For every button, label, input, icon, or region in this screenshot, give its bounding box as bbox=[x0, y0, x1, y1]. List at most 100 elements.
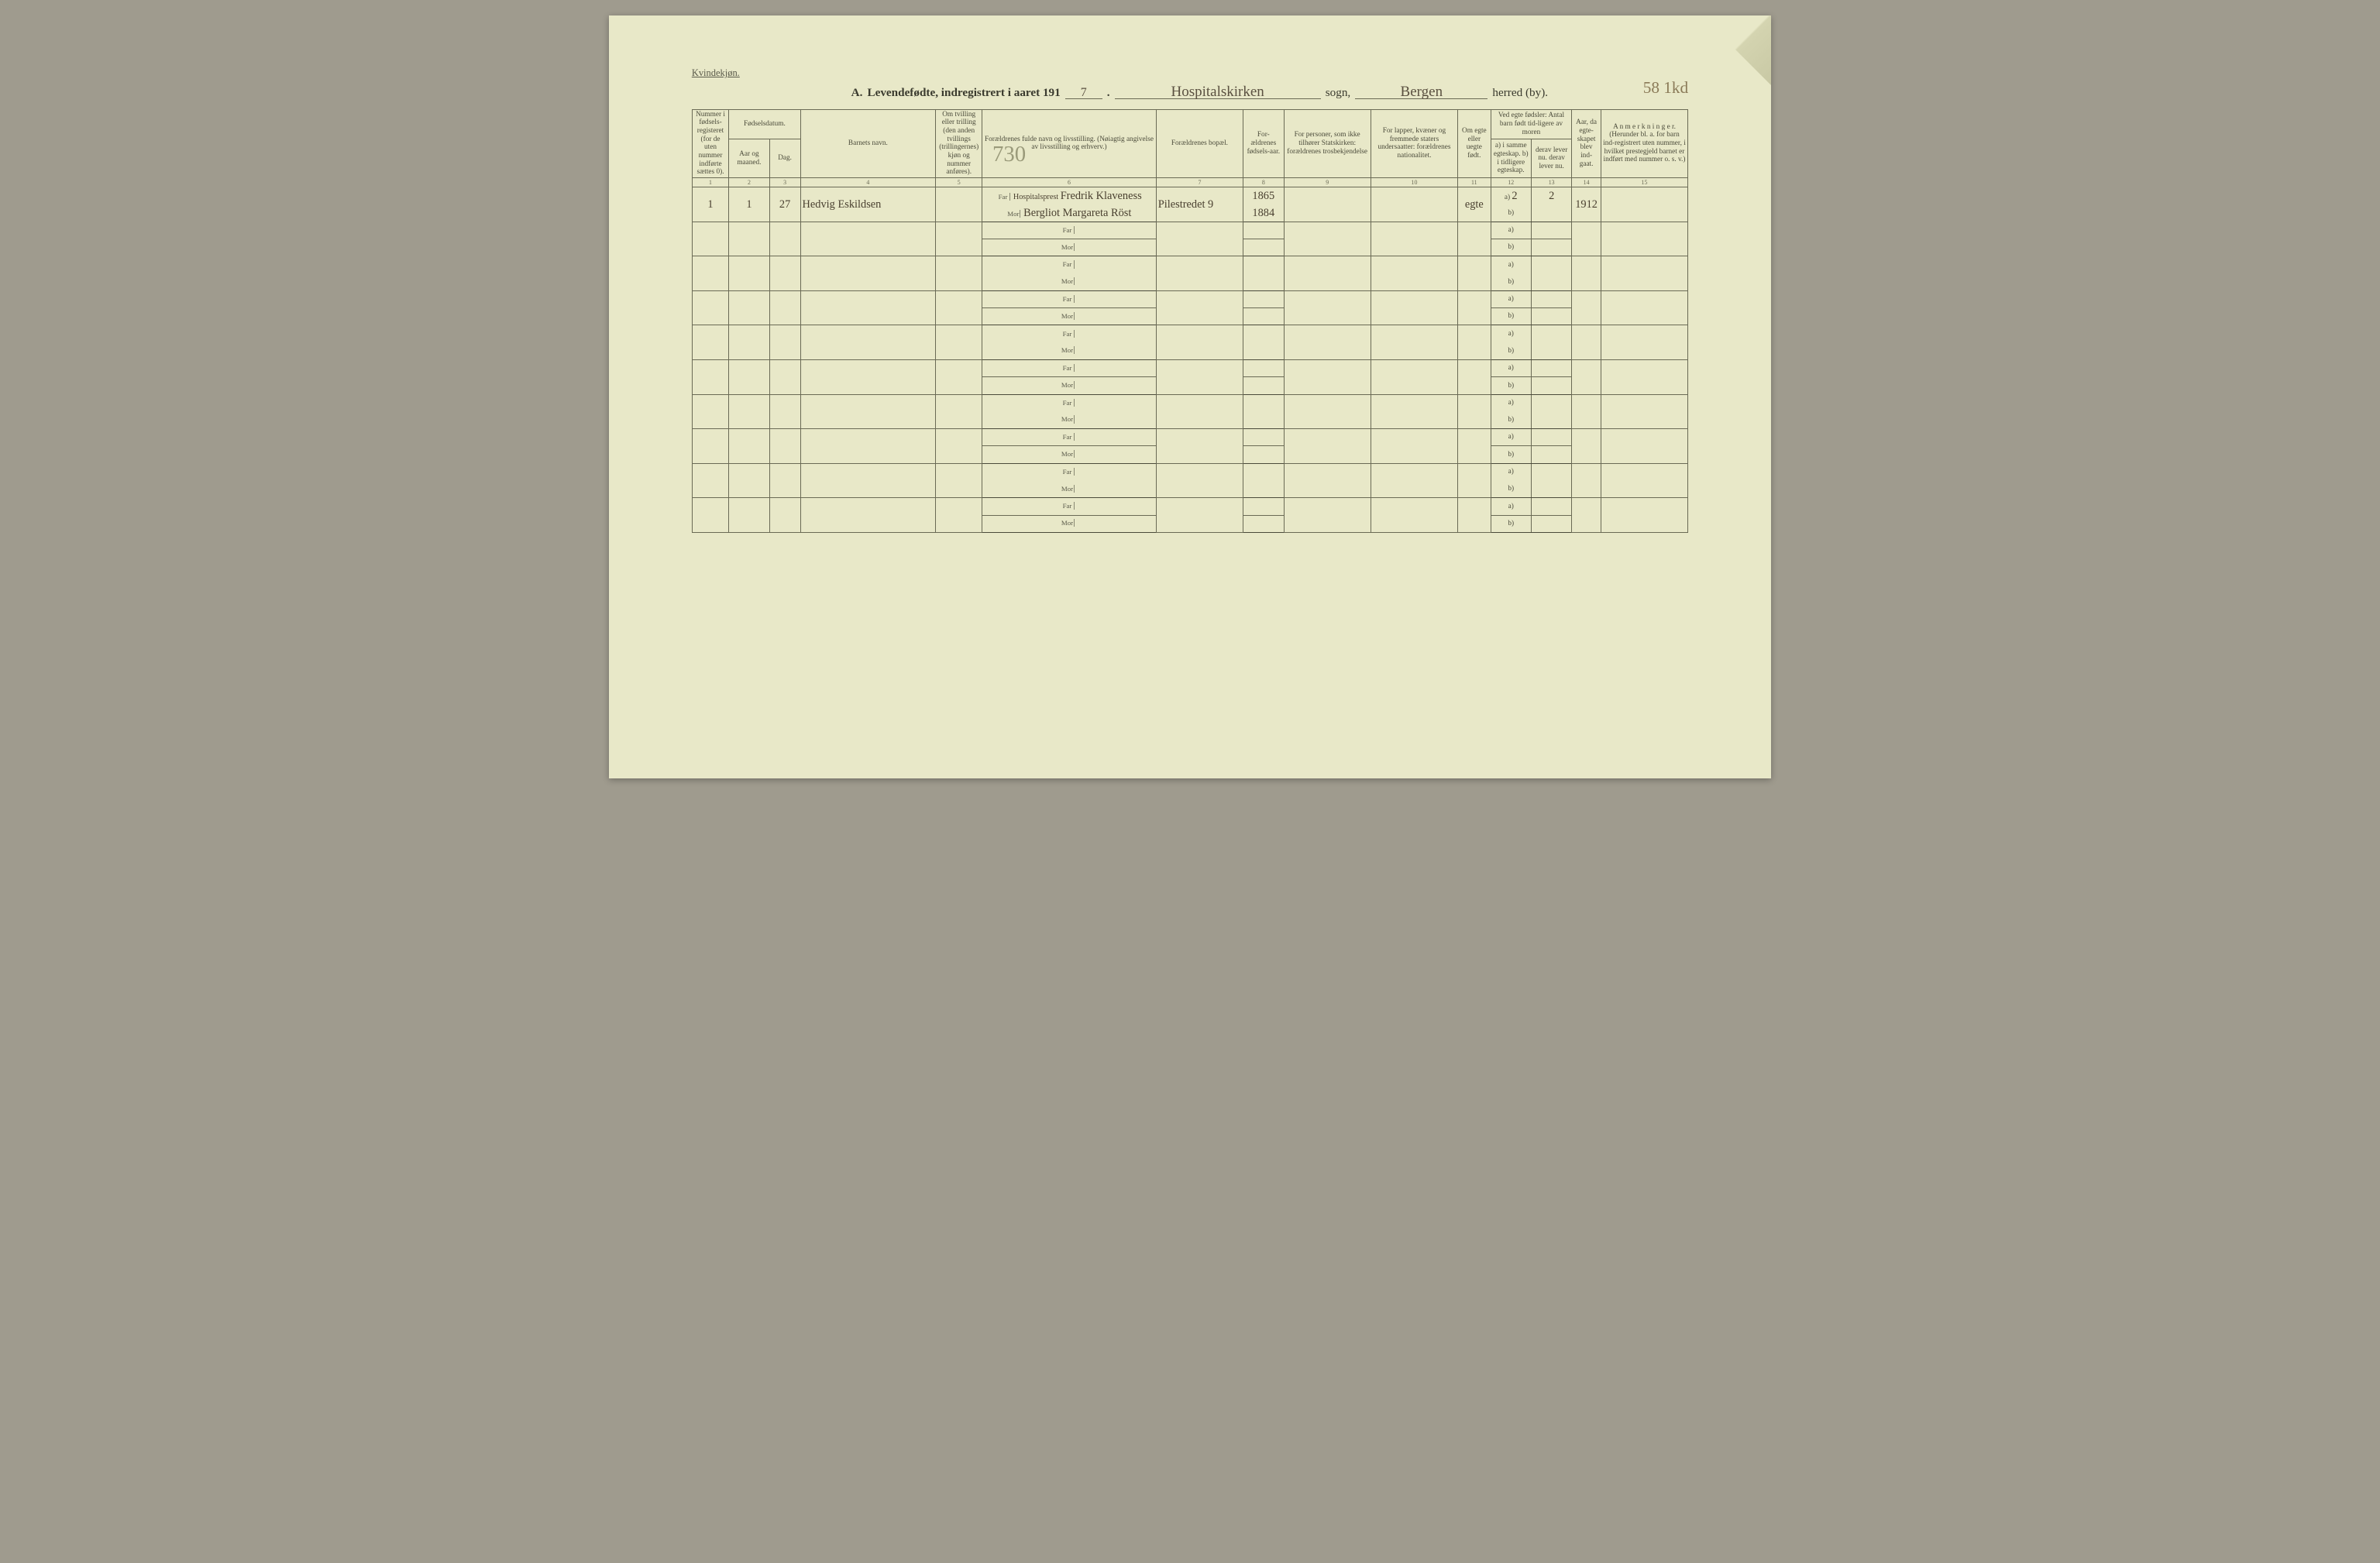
egteskap-aar-cell: 1912 bbox=[1572, 187, 1601, 222]
cell bbox=[936, 222, 982, 256]
cell bbox=[729, 222, 769, 256]
col13b-cell bbox=[1531, 342, 1571, 359]
col2-top-header: Fødselsdatum. bbox=[729, 109, 800, 139]
mor-name-cell: Mor bbox=[982, 308, 1157, 325]
cell: 1 bbox=[729, 187, 769, 222]
col13b-cell bbox=[1531, 377, 1571, 394]
cell bbox=[936, 325, 982, 360]
register-page: Kvindekjøn. A. Levendefødte, indregistre… bbox=[609, 15, 1771, 778]
col12a-cell: a) bbox=[1491, 498, 1531, 515]
egteskap-aar-cell bbox=[1572, 256, 1601, 291]
far-label: Far bbox=[1061, 226, 1075, 234]
col10-header: For lapper, kvæner og fremmede staters u… bbox=[1371, 109, 1457, 177]
egte-cell bbox=[1458, 325, 1491, 360]
mor-year-cell bbox=[1243, 342, 1284, 359]
far-year-cell bbox=[1243, 325, 1284, 342]
mor-year-cell bbox=[1243, 515, 1284, 532]
col13a-cell bbox=[1531, 256, 1571, 273]
cell bbox=[769, 498, 800, 533]
col12a-header: a) i samme egteskap. b) i tidligere egte… bbox=[1491, 139, 1531, 178]
cell bbox=[1284, 429, 1371, 464]
table-row: Fara) bbox=[692, 256, 1687, 273]
table-row: Fara) bbox=[692, 290, 1687, 307]
sogn-field: Hospitalskirken bbox=[1115, 85, 1321, 99]
colnum-12: 12 bbox=[1491, 178, 1531, 187]
cell bbox=[1284, 187, 1371, 222]
cell: Hedvig Eskildsen bbox=[800, 187, 936, 222]
mor-year-cell bbox=[1243, 239, 1284, 256]
colnum-8: 8 bbox=[1243, 178, 1284, 187]
cell bbox=[769, 360, 800, 395]
bopel-cell bbox=[1156, 394, 1243, 429]
mor-year-cell bbox=[1243, 377, 1284, 394]
mor-year-cell bbox=[1243, 446, 1284, 463]
remarks-cell bbox=[1601, 187, 1687, 222]
table-row: Fara) bbox=[692, 429, 1687, 446]
colnum-11: 11 bbox=[1458, 178, 1491, 187]
cell bbox=[1284, 463, 1371, 498]
egteskap-aar-cell bbox=[1572, 360, 1601, 395]
cell bbox=[1371, 429, 1457, 464]
col13a-cell bbox=[1531, 360, 1571, 377]
col13b-cell bbox=[1531, 204, 1571, 222]
colnum-3: 3 bbox=[769, 178, 800, 187]
cell bbox=[769, 394, 800, 429]
cell bbox=[800, 256, 936, 291]
cell bbox=[1371, 394, 1457, 429]
cell bbox=[692, 290, 728, 325]
col13b-cell bbox=[1531, 273, 1571, 290]
col12b-cell: b) bbox=[1491, 481, 1531, 498]
table-row: Fara) bbox=[692, 394, 1687, 411]
remarks-cell bbox=[1601, 429, 1687, 464]
col12a-cell: a) bbox=[1491, 222, 1531, 239]
far-year-cell bbox=[1243, 498, 1284, 515]
mor-name-cell: Mor bbox=[982, 446, 1157, 463]
mor-label: Mor bbox=[1061, 346, 1075, 354]
mor-year-cell bbox=[1243, 308, 1284, 325]
herred-label: herred (by). bbox=[1492, 86, 1548, 100]
far-name-cell: Far bbox=[982, 463, 1157, 480]
far-name-cell: FarHospitalsprest Fredrik Klaveness bbox=[982, 187, 1157, 204]
cell bbox=[800, 463, 936, 498]
colnum-14: 14 bbox=[1572, 178, 1601, 187]
cell bbox=[729, 360, 769, 395]
table-body: 1127Hedvig EskildsenFarHospitalsprest Fr… bbox=[692, 187, 1687, 533]
col12b-cell: b) bbox=[1491, 411, 1531, 428]
cell bbox=[936, 394, 982, 429]
col12b-cell: b) bbox=[1491, 377, 1531, 394]
cell bbox=[729, 498, 769, 533]
far-name-cell: Far bbox=[982, 222, 1157, 239]
bopel-cell bbox=[1156, 498, 1243, 533]
mor-year-cell: 1884 bbox=[1243, 204, 1284, 222]
col15-header: A n m e r k n i n g e r. (Herunder bl. a… bbox=[1601, 109, 1687, 177]
far-year-cell bbox=[1243, 256, 1284, 273]
mor-name-cell: Mor bbox=[982, 481, 1157, 498]
egteskap-aar-cell bbox=[1572, 463, 1601, 498]
cell bbox=[1371, 360, 1457, 395]
remarks-cell bbox=[1601, 325, 1687, 360]
col12b-cell: b) bbox=[1491, 204, 1531, 222]
col9-header: For personer, som ikke tilhører Statskir… bbox=[1284, 109, 1371, 177]
colnum-2: 2 bbox=[729, 178, 769, 187]
col13a-cell bbox=[1531, 290, 1571, 307]
colnum-4: 4 bbox=[800, 178, 936, 187]
far-name-cell: Far bbox=[982, 360, 1157, 377]
col12b-cell: b) bbox=[1491, 342, 1531, 359]
far-year-cell: 1865 bbox=[1243, 187, 1284, 204]
egte-cell bbox=[1458, 429, 1491, 464]
col13b-cell bbox=[1531, 308, 1571, 325]
cell bbox=[936, 187, 982, 222]
col12a-cell: a) bbox=[1491, 325, 1531, 342]
cell bbox=[800, 429, 936, 464]
table-row: Fara) bbox=[692, 463, 1687, 480]
mor-name-cell: Mor bbox=[982, 239, 1157, 256]
column-number-row: 123456789101112131415 bbox=[692, 178, 1687, 187]
cell bbox=[769, 290, 800, 325]
cell bbox=[1371, 187, 1457, 222]
far-label: Far bbox=[1061, 399, 1075, 407]
cell bbox=[1371, 290, 1457, 325]
bopel-cell: Pilestredet 9 bbox=[1156, 187, 1243, 222]
colnum-13: 13 bbox=[1531, 178, 1571, 187]
mor-label: Mor bbox=[1061, 381, 1075, 389]
col13b-cell bbox=[1531, 446, 1571, 463]
